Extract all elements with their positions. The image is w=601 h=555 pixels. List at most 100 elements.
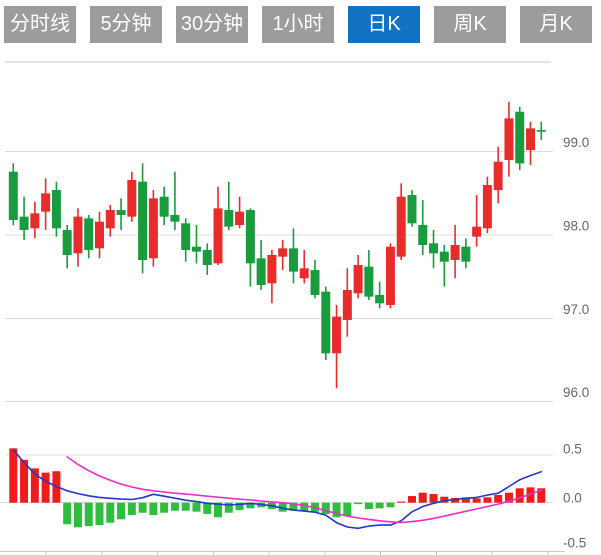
candle-26-up [278, 239, 288, 270]
candle-23-down [245, 208, 255, 287]
candle-22-up [235, 196, 245, 229]
candle-31-up [332, 304, 342, 389]
candle-6-down [62, 225, 72, 269]
timeframe-tab-7[interactable]: 月K [520, 6, 592, 43]
candle-40-down [429, 230, 439, 269]
timeframe-tab-6[interactable]: 周K [434, 6, 506, 43]
macd-bar-41-positive [440, 496, 449, 503]
macd-bar-21-negative [224, 502, 233, 513]
candle-body [461, 246, 471, 262]
candle-41-down [439, 244, 449, 287]
candle-15-down [159, 186, 169, 226]
candle-body [429, 243, 439, 254]
candle-body [364, 266, 374, 297]
macd-bar-44-positive [472, 498, 481, 503]
macd-bar-34-negative [364, 502, 373, 509]
candle-3-up [30, 201, 40, 239]
macd-bar-50-positive [537, 488, 546, 503]
candle-body [353, 264, 363, 294]
candle-24-down [256, 239, 266, 290]
macd-axis-label-0.5: 0.5 [563, 442, 582, 457]
macd-bar-23-negative [246, 502, 255, 509]
candle-body [472, 226, 482, 237]
macd-bar-30-negative [321, 502, 330, 514]
candle-body [105, 210, 115, 229]
candle-body [482, 185, 492, 229]
macd-bar-39-positive [418, 492, 427, 503]
candle-body [202, 249, 212, 265]
candle-body [62, 230, 72, 255]
price-axis-label-99.0: 99.0 [563, 135, 589, 150]
candle-body [73, 216, 83, 254]
timeframe-tab-3[interactable]: 30分钟 [176, 6, 248, 43]
candle-20-up [213, 186, 223, 265]
timeframe-tab-4[interactable]: 1小时 [262, 6, 334, 43]
axis-labels: 99.0 98.0 97.0 96.0 0.5 0.0 -0.5 [563, 135, 589, 550]
candle-28-up [299, 249, 309, 284]
candle-50-down [536, 121, 546, 141]
macd-bar-20-negative [214, 502, 223, 518]
candle-body [95, 221, 104, 249]
candle-body [385, 246, 395, 305]
candle-body [536, 130, 546, 132]
timeframe-toolbar: 分时线 5分钟 30分钟 1小时 日K 周K 月K [0, 0, 601, 49]
candle-body [267, 254, 277, 284]
candle-34-down [364, 249, 374, 300]
macd-bar-28-negative [300, 502, 309, 512]
candle-body [332, 316, 342, 354]
candlestick-series [8, 101, 546, 389]
candle-25-up [267, 249, 277, 304]
macd-bar-8-negative [84, 502, 93, 526]
timeframe-tab-1[interactable]: 分时线 [4, 6, 76, 43]
candle-body [439, 251, 449, 262]
candle-body [170, 215, 180, 222]
macd-bar-43-positive [461, 497, 470, 503]
candle-48-down [515, 106, 525, 171]
candle-body [321, 291, 331, 354]
macd-bar-10-negative [106, 502, 115, 523]
candle-body [19, 216, 29, 231]
timeframe-tab-2[interactable]: 5分钟 [90, 6, 162, 43]
candle-body [515, 111, 525, 164]
timeframe-tab-5[interactable]: 日K [348, 6, 420, 43]
candle-2-down [19, 196, 29, 240]
macd-dif-line [12, 448, 543, 530]
macd-bar-46-positive [494, 494, 503, 503]
candle-36-up [385, 243, 395, 309]
candle-body [396, 196, 406, 257]
macd-bar-7-negative [73, 502, 82, 528]
candle-46-up [493, 146, 503, 204]
candle-body [148, 198, 158, 259]
candle-13-down [138, 163, 148, 274]
candle-body [450, 244, 460, 260]
candle-10-up [105, 205, 115, 237]
macd-axis-label-0.0: 0.0 [563, 491, 582, 506]
candle-37-up [396, 183, 406, 260]
candle-16-down [170, 171, 180, 231]
candle-9-up [95, 211, 104, 259]
price-axis-label-96.0: 96.0 [563, 385, 589, 400]
candle-body [84, 218, 94, 250]
candle-32-up [342, 268, 352, 337]
candle-19-down [202, 243, 212, 275]
candle-body [278, 248, 288, 257]
candle-body [224, 210, 234, 227]
price-axis-label-98.0: 98.0 [563, 219, 589, 234]
candle-body [30, 213, 40, 229]
candle-body [191, 246, 201, 252]
candle-14-up [148, 190, 158, 267]
candle-body [245, 210, 255, 264]
macd-bar-6-negative [63, 502, 72, 525]
candle-body [256, 258, 266, 285]
candle-5-down [51, 181, 61, 237]
macd-bar-35-negative [375, 502, 384, 509]
candle-body [493, 161, 503, 191]
candle-47-up [504, 101, 514, 177]
candle-12-up [127, 171, 137, 222]
macd-bar-16-negative [170, 502, 179, 511]
candle-4-up [41, 178, 51, 231]
candle-1-down [8, 163, 18, 226]
macd-bar-49-positive [526, 487, 535, 503]
candle-body [8, 171, 18, 221]
